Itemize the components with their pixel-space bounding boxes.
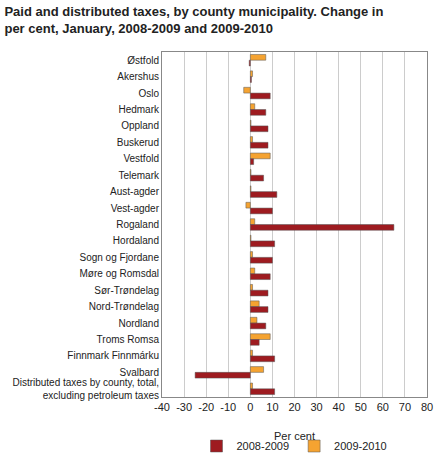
svg-text:80: 80	[421, 401, 433, 413]
svg-text:Distributed taxes by county, t: Distributed taxes by county, total,exclu…	[12, 377, 159, 401]
svg-text:Vest-agder: Vest-agder	[111, 203, 160, 214]
svg-text:Finnmark Finnmárku: Finnmark Finnmárku	[67, 350, 159, 361]
svg-text:2009-2010: 2009-2010	[334, 440, 387, 452]
svg-text:40: 40	[333, 401, 345, 413]
svg-text:Akershus: Akershus	[117, 71, 159, 82]
svg-text:Buskerud: Buskerud	[117, 137, 159, 148]
svg-text:Telemark: Telemark	[118, 170, 160, 181]
svg-text:10: 10	[266, 401, 278, 413]
svg-text:Oppland: Oppland	[121, 120, 159, 131]
svg-text:Hordaland: Hordaland	[113, 235, 159, 246]
svg-text:Svalbard: Svalbard	[120, 367, 159, 378]
svg-text:-30: -30	[176, 401, 192, 413]
svg-text:-40: -40	[154, 401, 170, 413]
svg-text:50: 50	[355, 401, 367, 413]
svg-text:30: 30	[310, 401, 322, 413]
svg-text:Paid and distributed taxes, by: Paid and distributed taxes, by county mu…	[4, 4, 383, 36]
svg-text:Rogaland: Rogaland	[116, 219, 159, 230]
svg-text:Nordland: Nordland	[118, 318, 159, 329]
svg-text:Oslo: Oslo	[138, 88, 159, 99]
svg-text:2008-2009: 2008-2009	[237, 440, 290, 452]
svg-text:-10: -10	[220, 401, 236, 413]
svg-text:0: 0	[247, 401, 253, 413]
svg-text:Per cent: Per cent	[274, 430, 315, 442]
svg-text:Østfold: Østfold	[127, 55, 159, 66]
svg-text:Sør-Trøndelag: Sør-Trøndelag	[94, 285, 159, 296]
svg-text:70: 70	[399, 401, 411, 413]
svg-text:-20: -20	[198, 401, 214, 413]
svg-text:Møre og Romsdal: Møre og Romsdal	[80, 268, 159, 279]
svg-text:Hedmark: Hedmark	[118, 104, 160, 115]
svg-text:20: 20	[288, 401, 300, 413]
svg-text:Nord-Trøndelag: Nord-Trøndelag	[89, 301, 159, 312]
svg-text:Sogn og Fjordane: Sogn og Fjordane	[79, 252, 159, 263]
svg-text:60: 60	[377, 401, 389, 413]
svg-text:Vestfold: Vestfold	[123, 153, 159, 164]
svg-text:Troms Romsa: Troms Romsa	[97, 334, 160, 345]
svg-text:Aust-agder: Aust-agder	[110, 186, 160, 197]
